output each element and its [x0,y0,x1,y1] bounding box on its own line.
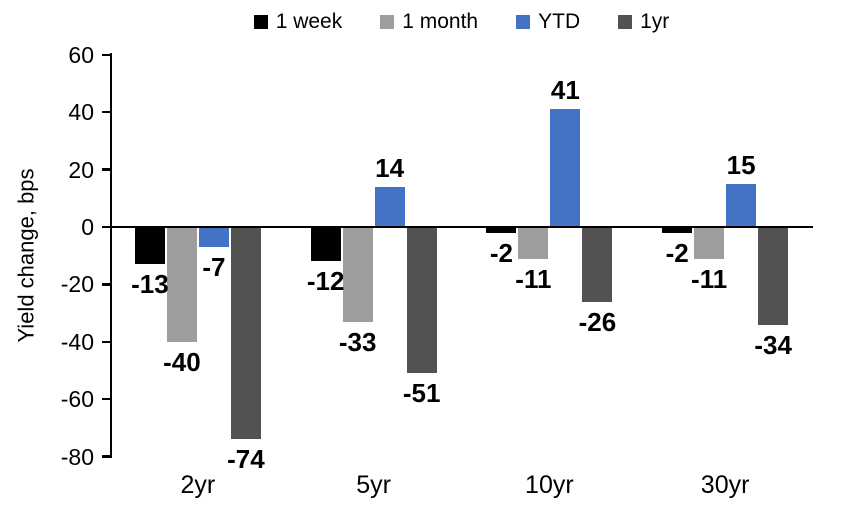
y-axis-tick-label: -60 [60,386,94,413]
value-label-1-month-10yr: -11 [515,263,552,294]
legend-label: 1 month [402,10,479,33]
value-label-1-month-5yr: -33 [338,326,377,357]
value-label-ytd-2yr: -7 [202,252,226,283]
bar-1-month-30yr [694,227,725,259]
y-axis-tick-label: 40 [68,99,94,126]
legend-swatch-ytd [516,15,531,29]
bar-1-week-5yr [310,227,341,262]
value-label-ytd-10yr: 41 [550,75,580,106]
y-axis-tick [102,397,110,401]
chart-legend: 1 week 1 month YTD 1yr [110,8,813,36]
y-axis-tick [102,225,110,229]
x-axis-category-label: 30yr [700,471,750,499]
y-axis-tick-label: 0 [81,214,94,240]
value-label-1-week-30yr: -2 [665,237,689,268]
bar-ytd-5yr [374,186,405,227]
y-axis-tick [102,168,110,171]
value-label-1-month-2yr: -40 [163,346,201,377]
y-axis-tick-label: -20 [60,271,94,298]
bar-1-week-2yr [134,227,165,265]
legend-label: 1yr [640,10,670,33]
value-label-1-week-5yr: -12 [306,266,345,297]
y-axis-tick [102,455,110,458]
value-label-1-month-30yr: -11 [691,263,728,294]
value-label-1-week-10yr: -2 [489,237,513,268]
legend-swatch-1-month [380,15,395,29]
y-axis-tick-label: -40 [60,328,94,355]
value-label-1yr-2yr: -74 [227,444,265,475]
y-axis-tick [102,110,110,114]
x-axis-category-label: 10yr [525,471,574,499]
y-axis-tick [102,53,110,57]
x-axis-category-label: 5yr [356,471,391,499]
bar-1yr-2yr [230,227,261,440]
y-axis-tick-label: -80 [60,443,94,470]
legend-label: YTD [538,10,581,33]
value-label-1yr-5yr: -51 [402,378,441,409]
x-axis-category-label: 2yr [180,471,216,499]
value-label-ytd-5yr: 14 [375,152,405,183]
y-axis-line [109,53,113,459]
y-axis-tick [102,340,110,344]
bar-ytd-2yr [198,227,229,248]
bar-ytd-30yr [726,183,757,227]
legend-swatch-1yr [618,15,633,29]
bar-1-week-10yr [486,227,517,233]
bar-1-month-5yr [342,227,373,322]
legend-item-1-month: 1 month [380,10,478,34]
x-axis-zero-line [110,225,813,229]
y-axis-tick-label: 20 [68,156,94,183]
value-label-ytd-30yr: 15 [726,149,756,180]
bar-1yr-30yr [758,227,789,325]
legend-label: 1 week [275,10,343,33]
value-label-1yr-30yr: -34 [754,329,792,360]
bar-1-week-30yr [662,227,693,233]
y-axis-tick-label: 60 [68,41,94,68]
legend-item-1yr: 1yr [618,10,669,34]
value-label-1yr-10yr: -26 [578,306,617,337]
value-label-1-week-2yr: -13 [131,269,169,300]
legend-swatch-1-week [253,15,268,29]
bar-1yr-10yr [582,227,613,302]
bar-ytd-10yr [550,109,581,227]
bar-1yr-5yr [406,227,437,374]
bar-1-month-10yr [518,227,549,259]
y-axis-tick [102,283,110,286]
legend-item-1-week: 1 week [253,10,343,34]
bar-1-month-2yr [166,227,197,342]
legend-item-ytd: YTD [516,10,580,34]
